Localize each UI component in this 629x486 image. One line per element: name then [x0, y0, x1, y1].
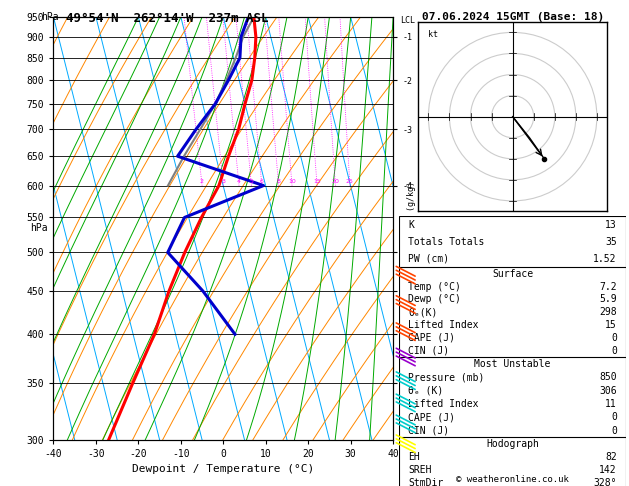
FancyBboxPatch shape [399, 216, 626, 267]
FancyBboxPatch shape [399, 357, 626, 437]
Text: hPa: hPa [41, 12, 58, 22]
Text: EH: EH [408, 452, 420, 462]
Text: θₑ (K): θₑ (K) [408, 385, 443, 396]
Text: 5: 5 [249, 179, 253, 184]
Text: 49°54'N  262°14'W  237m ASL: 49°54'N 262°14'W 237m ASL [66, 12, 269, 25]
Text: Most Unstable: Most Unstable [474, 359, 551, 369]
Text: 3: 3 [221, 179, 225, 184]
Text: CAPE (J): CAPE (J) [408, 333, 455, 343]
Text: 4: 4 [237, 179, 241, 184]
Text: 2: 2 [200, 179, 204, 184]
FancyBboxPatch shape [399, 267, 626, 357]
Text: K: K [408, 220, 415, 230]
Text: 15: 15 [313, 179, 321, 184]
Text: hPa: hPa [30, 224, 47, 233]
Text: 0: 0 [611, 412, 617, 422]
Text: Dewp (°C): Dewp (°C) [408, 295, 461, 304]
Text: 15: 15 [605, 320, 617, 330]
Text: Surface: Surface [492, 269, 533, 279]
Text: Hodograph: Hodograph [486, 439, 539, 449]
Text: 07.06.2024 15GMT (Base: 18): 07.06.2024 15GMT (Base: 18) [421, 12, 604, 22]
Text: Temp (°C): Temp (°C) [408, 281, 461, 292]
Text: Lifted Index: Lifted Index [408, 320, 479, 330]
Text: 35: 35 [605, 237, 617, 247]
Text: 25: 25 [346, 179, 353, 184]
Text: 13: 13 [605, 220, 617, 230]
Text: LCL: LCL [400, 16, 415, 25]
Text: 11: 11 [605, 399, 617, 409]
Text: © weatheronline.co.uk: © weatheronline.co.uk [456, 474, 569, 484]
Text: 328°: 328° [593, 478, 617, 486]
Text: 10: 10 [288, 179, 296, 184]
Text: Mixing Ratio (g/kg): Mixing Ratio (g/kg) [407, 181, 416, 276]
Text: Totals Totals: Totals Totals [408, 237, 485, 247]
Text: 0: 0 [611, 426, 617, 436]
Text: 7.2: 7.2 [599, 281, 617, 292]
Text: Lifted Index: Lifted Index [408, 399, 479, 409]
Text: kt: kt [428, 30, 438, 38]
X-axis label: Dewpoint / Temperature (°C): Dewpoint / Temperature (°C) [132, 465, 314, 474]
Text: 298: 298 [599, 307, 617, 317]
Text: 306: 306 [599, 385, 617, 396]
Text: 20: 20 [331, 179, 339, 184]
Text: Pressure (mb): Pressure (mb) [408, 372, 485, 382]
FancyBboxPatch shape [399, 437, 626, 486]
Text: StmDir: StmDir [408, 478, 443, 486]
Text: 82: 82 [605, 452, 617, 462]
Text: CAPE (J): CAPE (J) [408, 412, 455, 422]
Text: 0: 0 [611, 333, 617, 343]
Text: CIN (J): CIN (J) [408, 426, 450, 436]
Text: CIN (J): CIN (J) [408, 346, 450, 356]
Text: θₑ(K): θₑ(K) [408, 307, 438, 317]
Text: 0: 0 [611, 346, 617, 356]
Text: 6: 6 [260, 179, 264, 184]
Text: PW (cm): PW (cm) [408, 254, 450, 264]
Text: km
ASL: km ASL [407, 457, 421, 476]
Text: 1.52: 1.52 [593, 254, 617, 264]
Text: 850: 850 [599, 372, 617, 382]
Text: SREH: SREH [408, 465, 432, 475]
Text: 5.9: 5.9 [599, 295, 617, 304]
Text: 8: 8 [277, 179, 281, 184]
Text: 142: 142 [599, 465, 617, 475]
